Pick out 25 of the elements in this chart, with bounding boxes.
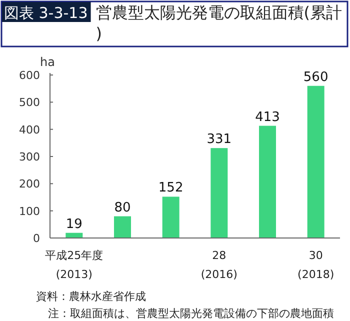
x-tick-label: 30 (2018) — [298, 249, 334, 281]
y-tick-label: 500 — [19, 96, 40, 110]
data-label: 560 — [303, 70, 328, 85]
data-label: 413 — [255, 110, 280, 125]
bar — [259, 126, 276, 238]
data-label: 19 — [66, 216, 82, 232]
y-tick-label: 300 — [19, 150, 40, 164]
bar — [162, 196, 180, 238]
y-tick-label: 400 — [19, 123, 40, 136]
chart-title: 図表 3-3-13 営農型太陽光発電の取組面積(累計) — [4, 3, 342, 43]
text: 資料：農林水産省作成 — [36, 290, 146, 303]
bar — [210, 148, 228, 238]
bar — [307, 86, 324, 238]
y-tick-label: 100 — [19, 204, 40, 218]
y-tick-label: 0 — [33, 232, 40, 245]
x-tick-label: 28 (2016) — [200, 249, 238, 281]
bar — [114, 216, 131, 238]
data-label: 152 — [158, 180, 184, 196]
y-tick-label: 600 — [19, 69, 40, 82]
y-tick-label: 200 — [19, 178, 40, 191]
data-label: 80 — [114, 200, 131, 216]
text: 注：取組面積は、営農型太陽光発電設備の下部の農地面積 — [48, 307, 334, 320]
data-label: 331 — [206, 132, 232, 148]
y-axis-title: ha — [40, 55, 55, 69]
x-tick-label: 平成25年度 (2013) — [45, 249, 104, 281]
